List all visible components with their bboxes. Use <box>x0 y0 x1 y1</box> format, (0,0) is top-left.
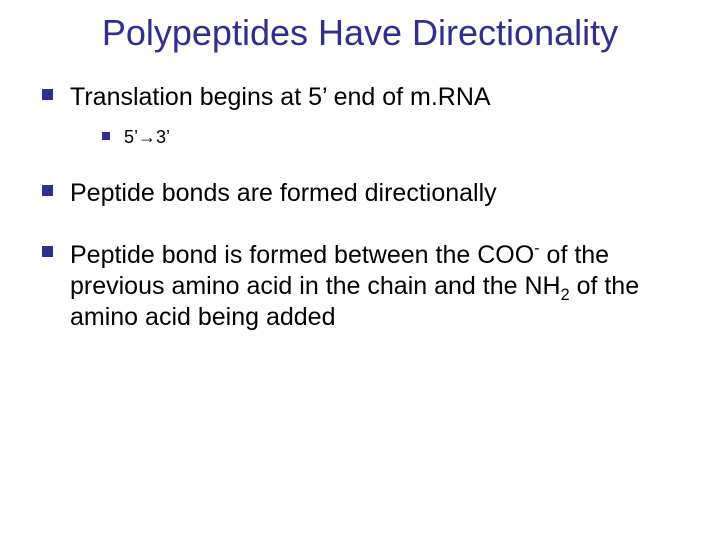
sub-bullet-item-1: 5’→3’ <box>102 127 690 148</box>
square-bullet-icon <box>42 246 53 257</box>
bullet-3-text: Peptide bond is formed between the COO- … <box>70 241 639 332</box>
bullet-item-2: Peptide bonds are formed directionally <box>42 178 690 209</box>
bullet-1-text: Translation begins at 5’ end of m.RNA <box>70 83 491 111</box>
bullet-item-1: Translation begins at 5’ end of m.RNA 5’… <box>42 82 690 148</box>
square-bullet-icon <box>42 89 53 100</box>
square-bullet-icon <box>42 185 53 196</box>
bullet-item-3: Peptide bond is formed between the COO- … <box>42 240 690 334</box>
bullet-list: Translation begins at 5’ end of m.RNA 5’… <box>30 82 690 333</box>
slide-title: Polypeptides Have Directionality <box>30 12 690 54</box>
bullet-3-pre: Peptide bond is formed between the COO <box>70 241 534 269</box>
bullet-2-text: Peptide bonds are formed directionally <box>70 179 497 207</box>
subscript-2: 2 <box>561 286 570 304</box>
slide: Polypeptides Have Directionality Transla… <box>0 0 720 540</box>
sub-bullet-1-text: 5’→3’ <box>124 127 170 147</box>
sub-bullet-list: 5’→3’ <box>70 127 690 148</box>
square-bullet-icon <box>102 132 110 140</box>
